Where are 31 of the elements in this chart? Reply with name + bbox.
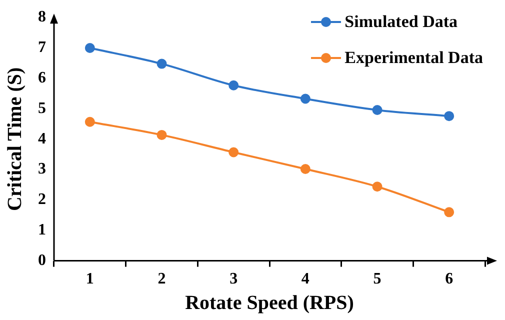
y-tick-label: 8 — [38, 8, 46, 26]
point — [228, 147, 239, 158]
y-tick-label: 2 — [38, 191, 46, 208]
x-tick-label: 5 — [373, 270, 382, 288]
point — [300, 94, 310, 104]
x-axis-title: Rotate Speed (RPS) — [185, 292, 354, 314]
point — [444, 207, 454, 218]
y-tick-label: 1 — [38, 222, 46, 239]
point — [84, 43, 95, 53]
point — [84, 116, 95, 127]
y-tick-label: 0 — [38, 252, 46, 269]
point — [300, 164, 310, 174]
point — [372, 105, 382, 116]
x-tick-label: 3 — [230, 270, 238, 288]
x-tick-label: 2 — [158, 270, 166, 288]
x-tick-label: 1 — [86, 270, 94, 288]
legend-label: Experimental Data — [344, 48, 483, 68]
y-tick-label: 5 — [38, 100, 46, 117]
point — [156, 58, 167, 69]
y-tick-label: 3 — [38, 160, 46, 178]
legend-label: Simulated Data — [344, 12, 458, 32]
point — [156, 130, 167, 140]
y-tick-label: 4 — [38, 130, 46, 148]
point — [444, 111, 454, 122]
y-tick-label: 7 — [38, 39, 46, 56]
y-tick-label: 6 — [38, 70, 46, 87]
x-tick-label: 4 — [301, 270, 310, 288]
x-tick-label: 6 — [445, 270, 454, 288]
point — [372, 182, 382, 192]
point — [228, 80, 239, 90]
y-axis-title: Critical Time (S) — [4, 67, 26, 212]
